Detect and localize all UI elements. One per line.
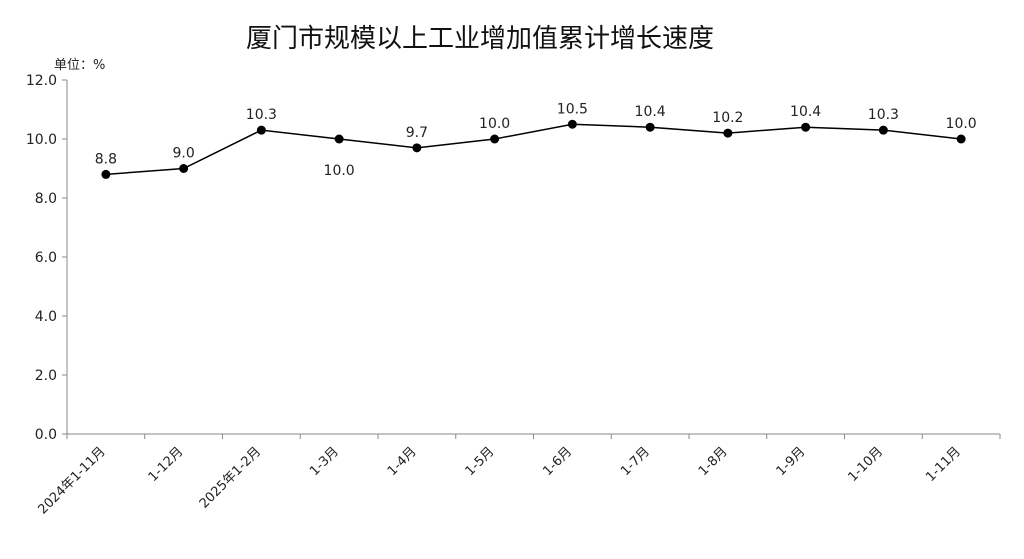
y-tick-label: 8.0 <box>35 191 57 207</box>
x-tick-label: 1-11月 <box>923 444 964 485</box>
data-point <box>567 119 577 129</box>
data-point <box>878 125 888 135</box>
x-tick-label: 1-5月 <box>463 444 498 479</box>
data-point <box>956 134 966 144</box>
data-label: 10.0 <box>479 116 510 132</box>
y-tick-label: 4.0 <box>35 309 57 325</box>
data-label: 10.4 <box>635 104 666 120</box>
data-point <box>490 134 500 144</box>
series-line <box>105 123 962 176</box>
x-tick-label: 2025年1-2月 <box>197 444 264 511</box>
data-label: 10.3 <box>246 107 277 123</box>
x-tick-label: 1-4月 <box>385 444 420 479</box>
data-label: 9.7 <box>406 125 428 141</box>
data-point <box>801 122 811 132</box>
x-tick-label: 1-7月 <box>618 444 653 479</box>
y-tick-label: 0.0 <box>35 427 57 443</box>
x-tick-label: 2024年1-11月 <box>35 444 108 517</box>
data-point <box>412 143 422 153</box>
x-tick-label: 1-3月 <box>307 444 342 479</box>
data-label: 10.5 <box>557 101 588 117</box>
data-point <box>101 169 111 179</box>
unit-label: 单位：% <box>54 58 106 73</box>
y-tick-label: 12.0 <box>26 73 57 89</box>
x-tick-label: 1-10月 <box>846 444 887 485</box>
data-label: 10.2 <box>712 110 743 126</box>
data-point <box>179 164 189 173</box>
chart-title: 厦门市规模以上工业增加值累计增长速度 <box>245 24 714 54</box>
data-label: 10.0 <box>946 116 977 132</box>
data-point <box>334 134 344 144</box>
x-tick-label: 1-9月 <box>774 444 809 479</box>
y-tick-label: 2.0 <box>35 368 57 384</box>
data-label: 10.3 <box>868 107 899 123</box>
data-point <box>723 128 733 138</box>
data-label: 8.8 <box>95 151 117 167</box>
data-label: 10.0 <box>324 163 355 179</box>
x-tick-label: 1-6月 <box>540 444 575 479</box>
y-tick-label: 10.0 <box>26 132 57 148</box>
data-label: 9.0 <box>172 146 194 162</box>
y-tick-label: 6.0 <box>35 250 57 266</box>
x-tick-label: 1-12月 <box>146 444 187 485</box>
data-label: 10.4 <box>790 104 821 120</box>
x-tick-label: 1-8月 <box>696 444 731 479</box>
data-point <box>645 122 655 132</box>
data-point <box>256 125 266 135</box>
